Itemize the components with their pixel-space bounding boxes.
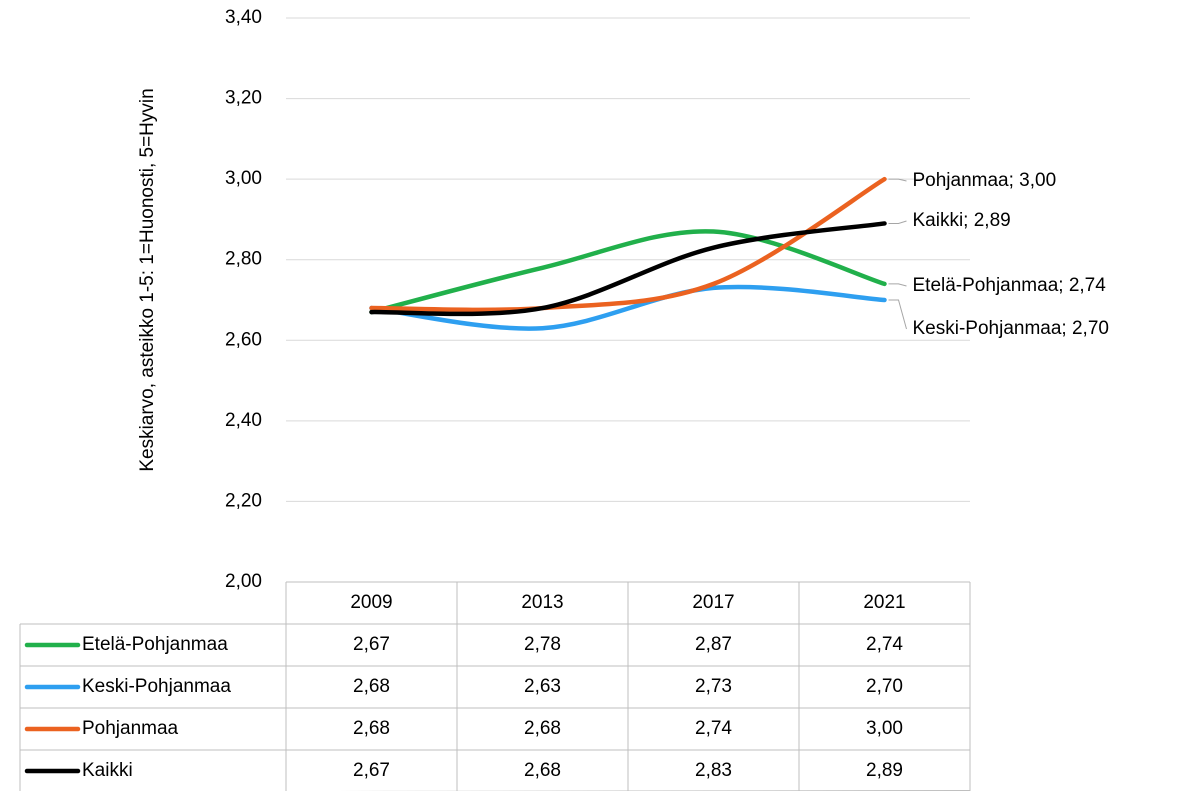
- table-cell: 2,83: [695, 760, 732, 781]
- table-cell: 2,89: [866, 760, 903, 781]
- y-tick-label: 3,20: [225, 88, 262, 109]
- series-line: [369, 229, 887, 315]
- y-tick-label: 2,60: [225, 329, 262, 350]
- table-cell: 2,74: [866, 634, 903, 655]
- table-cell: 2,68: [524, 718, 561, 739]
- series-line: [369, 284, 887, 331]
- x-tick-label: 2013: [521, 592, 563, 613]
- leader-line: [888, 220, 907, 224]
- legend-label: Kaikki: [82, 760, 133, 781]
- x-tick-label: 2017: [692, 592, 734, 613]
- table-cell: 2,87: [695, 634, 732, 655]
- leader-line: [888, 178, 907, 182]
- y-tick-label: 3,00: [225, 168, 262, 189]
- legend-label: Keski-Pohjanmaa: [82, 676, 231, 697]
- table-cell: 2,70: [866, 676, 903, 697]
- table-cell: 2,63: [524, 676, 561, 697]
- y-tick-label: 2,20: [225, 490, 262, 511]
- y-tick-label: 2,40: [225, 410, 262, 431]
- x-tick-label: 2009: [350, 592, 392, 613]
- y-tick-label: 2,00: [225, 571, 262, 592]
- table-cell: 2,67: [353, 760, 390, 781]
- series-line: [369, 176, 887, 313]
- y-tick-label: 2,80: [225, 249, 262, 270]
- table-cell: 2,73: [695, 676, 732, 697]
- y-axis-title: Keskiarvo, asteikko 1-5: 1=Huonosti, 5=H…: [137, 88, 158, 471]
- end-label: Etelä-Pohjanmaa; 2,74: [913, 275, 1107, 296]
- legend-label: Pohjanmaa: [82, 718, 179, 739]
- leader-line: [888, 299, 907, 330]
- table-cell: 3,00: [866, 718, 903, 739]
- x-tick-label: 2021: [863, 592, 905, 613]
- end-label: Pohjanmaa; 3,00: [913, 170, 1057, 191]
- table-cell: 2,68: [524, 760, 561, 781]
- end-label: Kaikki; 2,89: [913, 210, 1011, 231]
- table-cell: 2,68: [353, 718, 390, 739]
- y-tick-label: 3,40: [225, 7, 262, 28]
- leader-line: [888, 283, 907, 287]
- end-label: Keski-Pohjanmaa; 2,70: [913, 318, 1109, 339]
- table-cell: 2,67: [353, 634, 390, 655]
- table-cell: 2,74: [695, 718, 732, 739]
- table-cell: 2,78: [524, 634, 561, 655]
- legend-label: Etelä-Pohjanmaa: [82, 634, 228, 655]
- series-line: [369, 221, 887, 317]
- table-cell: 2,68: [353, 676, 390, 697]
